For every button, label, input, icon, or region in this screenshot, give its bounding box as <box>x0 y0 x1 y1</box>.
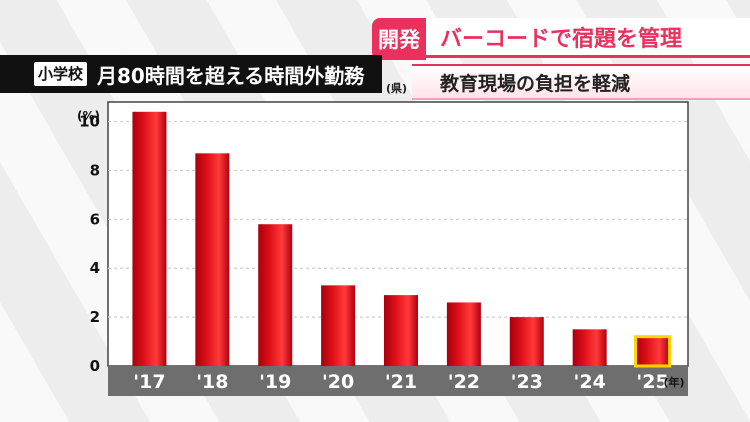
caption-subheadline: 教育現場の負担を軽減 <box>412 64 750 100</box>
bar-4 <box>384 295 418 366</box>
bar-0 <box>132 111 167 367</box>
y-tick-label: 10 <box>79 113 100 131</box>
x-axis-band <box>108 366 688 396</box>
bar-1 <box>195 153 230 366</box>
y-tick-label: 8 <box>90 161 100 179</box>
x-unit-label: (年) <box>663 375 684 389</box>
x-tick-label: '24 <box>574 371 606 393</box>
bar-3 <box>321 285 356 366</box>
x-tick-label: '22 <box>448 371 480 393</box>
caption-headline: バーコードで宿題を管理 <box>426 18 750 58</box>
chart-title-band: 小学校 月80時間を超える時間外勤務 <box>0 55 382 93</box>
bar-8 <box>634 335 672 368</box>
news-caption: 開発 バーコードで宿題を管理 教育現場の負担を軽減 <box>372 8 750 100</box>
chart-title: 月80時間を超える時間外勤務 <box>97 63 365 88</box>
bar-7 <box>572 329 607 366</box>
bar-6 <box>509 317 544 366</box>
y-tick-label: 6 <box>90 210 100 228</box>
x-tick-label: '19 <box>259 371 291 393</box>
title-tag: 小学校 <box>34 62 88 86</box>
x-tick-label: '25 <box>636 371 668 393</box>
y-tick-label: 2 <box>90 308 100 326</box>
x-tick-label: '23 <box>511 371 543 393</box>
bar-2 <box>258 224 293 366</box>
x-tick-label: '18 <box>196 371 228 393</box>
x-tick-label: '17 <box>133 371 165 393</box>
y-tick-label: 4 <box>90 259 100 277</box>
caption-tag: 開発 <box>372 18 426 60</box>
y-unit-label: (%) <box>77 109 100 123</box>
bar-5 <box>446 302 481 366</box>
x-tick-label: '20 <box>322 371 354 393</box>
title-note: (県) <box>386 82 408 95</box>
y-tick-label: 0 <box>90 357 100 375</box>
x-tick-label: '21 <box>385 371 417 393</box>
